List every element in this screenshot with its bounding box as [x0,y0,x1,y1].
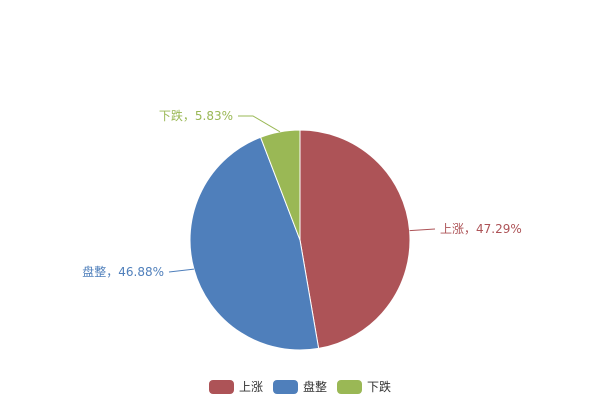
legend-label[interactable]: 下跌 [367,379,391,394]
legend-label[interactable]: 盘整 [303,379,327,394]
legend-swatch[interactable] [273,380,298,394]
label-line [168,268,194,273]
legend-swatch[interactable] [337,380,362,394]
legend-swatch[interactable] [209,380,234,394]
pie-slice-3[interactable] [259,129,301,241]
pie-slice-1[interactable] [299,129,411,349]
slice-label: 盘整，46.88% [82,264,164,279]
label-line [238,115,281,133]
legend-label[interactable]: 上涨 [239,379,263,394]
slice-label: 下跌，5.83% [159,108,233,123]
slice-label: 上涨，47.29% [440,221,522,236]
label-line [409,228,436,232]
pie-slice-2[interactable] [189,136,320,351]
